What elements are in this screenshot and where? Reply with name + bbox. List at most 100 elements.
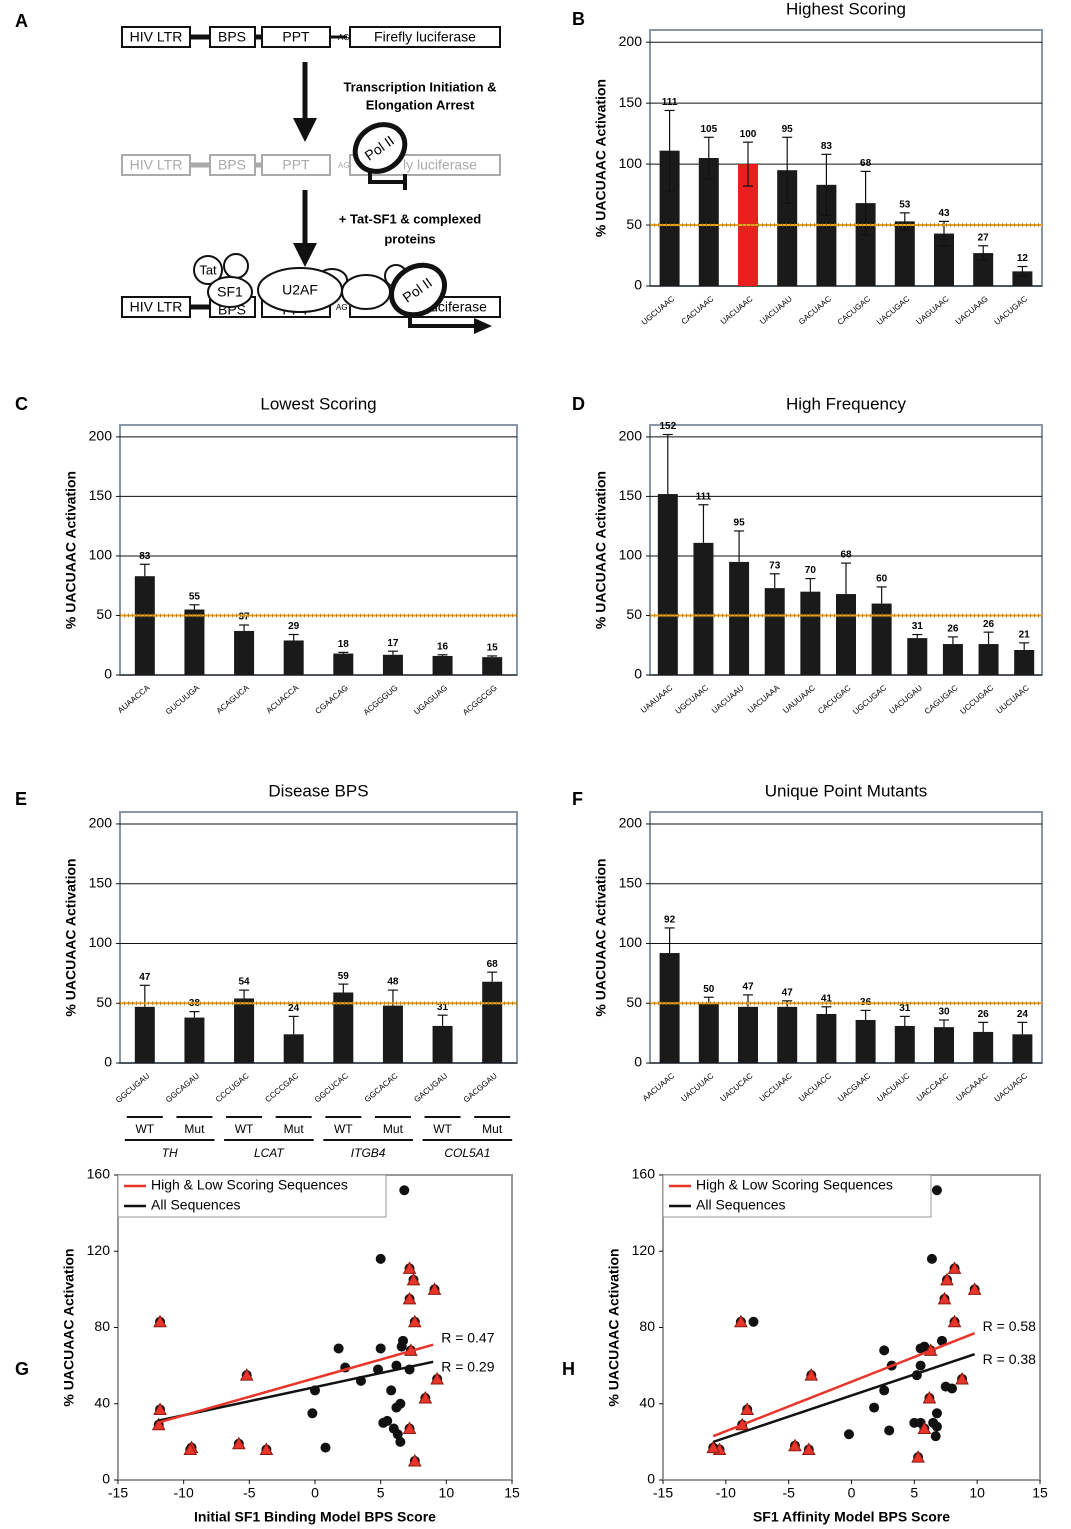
point <box>183 1442 198 1455</box>
x-tick-label: UACUCAC <box>719 1071 755 1103</box>
point <box>378 1417 389 1428</box>
y-tick-label: 150 <box>619 94 643 110</box>
factor-label: SF1 <box>217 284 243 300</box>
bar <box>432 1025 453 1063</box>
y-tick-label: 40 <box>94 1394 110 1410</box>
x-tick-label: AACUAAC <box>641 1071 677 1103</box>
bar <box>934 233 954 286</box>
point <box>395 1436 406 1447</box>
point <box>391 1402 402 1413</box>
group-label: LCAT <box>254 1146 285 1160</box>
plot-area <box>119 424 518 676</box>
point <box>407 1314 422 1328</box>
subgroup-label: WT <box>433 1122 452 1136</box>
x-tick-label: GGCAGAU <box>164 1071 201 1104</box>
bar <box>432 655 453 675</box>
point <box>320 1442 331 1453</box>
data-label: 73 <box>769 560 781 571</box>
point <box>911 1450 925 1463</box>
panel-letter: C <box>15 394 28 414</box>
fit-line <box>712 1332 976 1438</box>
data-label: 111 <box>662 97 678 108</box>
chart-title: Unique Point Mutants <box>765 781 928 800</box>
bar <box>659 150 680 286</box>
data-label: 47 <box>139 972 151 983</box>
x-tick-label: UACUACC <box>797 1071 833 1103</box>
data-label: 16 <box>437 641 449 652</box>
x-tick-label: GGCUCAC <box>313 1071 350 1104</box>
y-axis-label: % UACUAAC Activation <box>63 858 79 1016</box>
point <box>926 1253 937 1264</box>
bar <box>482 981 503 1063</box>
y-tick-label: 0 <box>104 1054 112 1070</box>
x-tick-label: -10 <box>174 1485 194 1501</box>
step-label: + Tat-SF1 & complexed <box>339 211 481 226</box>
factor <box>223 253 249 279</box>
gene-box <box>121 296 191 318</box>
bar <box>871 603 892 675</box>
y-axis-label: % UACUAAC Activation <box>606 1248 622 1406</box>
x-tick-label: GACUAAC <box>797 294 833 326</box>
data-label: 152 <box>659 421 676 432</box>
pol-ii <box>352 122 408 174</box>
bar <box>855 1019 876 1063</box>
y-tick-label: 50 <box>626 606 642 622</box>
group-label: COL5A1 <box>444 1146 490 1160</box>
data-label: 60 <box>876 574 888 585</box>
subgroup-label: Mut <box>284 1122 305 1136</box>
y-tick-label: 0 <box>634 277 642 293</box>
data-label: 68 <box>487 959 499 970</box>
ag-label: AG <box>338 33 350 42</box>
y-tick-label: 150 <box>89 487 113 503</box>
x-tick-label: -5 <box>782 1485 795 1501</box>
point <box>922 1390 937 1404</box>
x-tick-label: GUCUUGA <box>164 683 202 717</box>
bar <box>894 221 915 286</box>
y-tick-label: 50 <box>626 216 642 232</box>
data-label: 27 <box>978 232 990 243</box>
point <box>333 1343 344 1354</box>
x-tick-label: ACGGCGG <box>461 683 499 717</box>
bar <box>698 158 719 286</box>
panel-letter: D <box>572 394 585 414</box>
data-label: 18 <box>338 639 350 650</box>
x-axis-label: Initial SF1 Binding Model BPS Score <box>194 1509 436 1525</box>
x-tick-label: UACUGAU <box>887 683 924 716</box>
bar <box>184 1017 205 1063</box>
x-tick-label: -15 <box>653 1485 673 1501</box>
bar <box>907 638 928 675</box>
x-tick-label: -15 <box>108 1485 128 1501</box>
x-tick-label: UGAGUAG <box>412 683 449 716</box>
y-tick-label: 0 <box>634 1054 642 1070</box>
subgroup-label: Mut <box>482 1122 503 1136</box>
y-tick-label: 120 <box>632 1242 656 1258</box>
legend <box>662 1174 932 1218</box>
x-tick-label: CCCCGAC <box>264 1071 301 1104</box>
x-tick-label: GACUGAU <box>412 1071 449 1104</box>
x-axis-label: SF1 Affinity Model BPS Score <box>753 1509 950 1525</box>
x-tick-label: UACUAUC <box>875 1071 911 1103</box>
box-label: HIV LTR <box>130 29 183 45</box>
point <box>307 1408 318 1419</box>
point <box>402 1261 417 1274</box>
bar <box>382 654 403 675</box>
data-label: 55 <box>189 591 201 602</box>
x-tick-label: UCCUAAC <box>758 1071 794 1103</box>
gene-box <box>121 154 191 176</box>
bar <box>764 588 785 675</box>
point <box>392 1429 403 1440</box>
ag-label: AG <box>336 303 348 312</box>
box-label: HIV LTR <box>130 299 183 315</box>
bar <box>482 657 503 675</box>
point <box>386 1385 397 1396</box>
factor-label: Tat <box>199 262 217 277</box>
point <box>407 1453 422 1467</box>
data-label: 83 <box>139 551 151 562</box>
point <box>884 1425 895 1436</box>
bar <box>942 644 963 675</box>
data-label: 26 <box>983 619 995 630</box>
y-tick-label: 160 <box>87 1166 111 1182</box>
point <box>396 1341 407 1352</box>
x-tick-label: CCCUGAC <box>214 1071 251 1104</box>
